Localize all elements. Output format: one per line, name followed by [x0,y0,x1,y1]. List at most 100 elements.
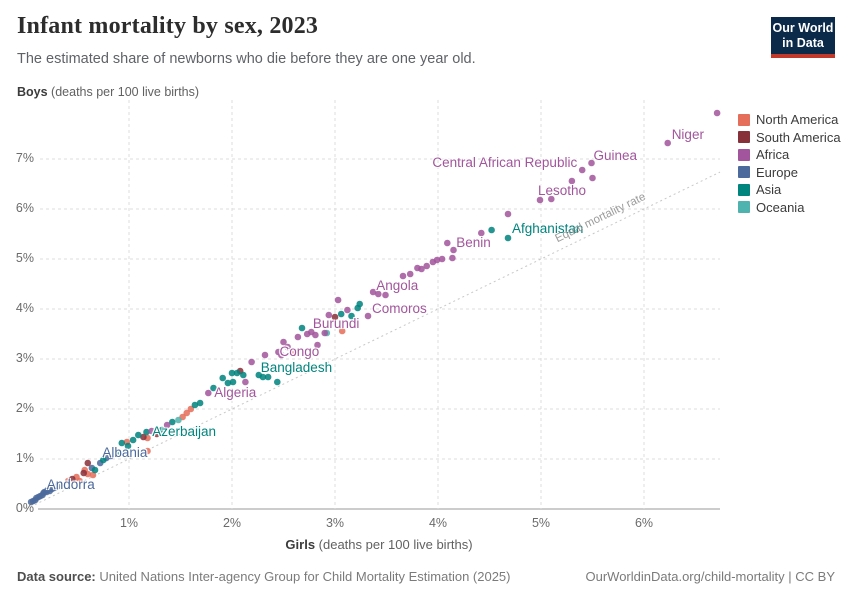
country-label-comoros[interactable]: Comoros [371,301,427,316]
data-point-asia[interactable] [274,378,281,386]
country-label-bangladesh[interactable]: Bangladesh [260,360,333,375]
data-point-asia[interactable] [118,439,126,447]
data-point-north-america[interactable] [187,405,195,413]
data-point-africa[interactable] [321,329,329,337]
data-point-asia[interactable] [504,234,512,242]
data-point-south-america[interactable] [153,430,161,438]
data-point-europe[interactable] [54,482,62,490]
data-point-europe[interactable] [107,452,114,460]
data-point-asia[interactable] [337,310,345,318]
country-label-afghanistan[interactable]: Afghanistan [512,221,584,236]
data-point-africa[interactable] [325,311,333,319]
data-point-asia[interactable] [191,401,199,409]
data-point-africa[interactable] [578,166,586,174]
data-point-africa[interactable] [713,109,721,117]
legend-item-north-america[interactable]: North America [738,111,841,129]
data-point-north-america[interactable] [144,447,151,455]
data-point-asia[interactable] [224,379,232,387]
data-point-asia[interactable] [100,456,107,464]
data-point-africa[interactable] [438,255,446,263]
data-point-africa[interactable] [242,378,249,386]
data-point-asia[interactable] [143,428,150,436]
data-point-asia[interactable] [124,442,132,450]
data-point-asia[interactable] [240,371,247,379]
data-point-africa[interactable] [205,389,212,397]
data-point-asia[interactable] [233,369,241,377]
data-point-south-america[interactable] [69,475,76,483]
data-point-asia[interactable] [259,373,267,381]
data-point-africa[interactable] [589,174,596,182]
country-label-lesotho[interactable]: Lesotho [537,183,587,198]
owid-citation-link[interactable]: OurWorldinData.org/child-mortality | CC … [585,569,836,584]
data-point-africa[interactable] [369,288,377,296]
data-point-asia[interactable] [158,426,166,434]
data-point-africa[interactable] [423,262,431,270]
data-point-africa[interactable] [163,421,171,429]
data-point-africa[interactable] [312,331,319,339]
data-point-asia[interactable] [129,436,137,444]
data-point-africa[interactable] [148,427,155,435]
data-point-africa[interactable] [536,196,544,204]
country-label-benin[interactable]: Benin [456,235,491,250]
data-point-africa[interactable] [568,177,576,185]
country-label-azerbaijan[interactable]: Azerbaijan [152,424,217,439]
data-point-africa[interactable] [278,351,285,359]
data-point-south-america[interactable] [331,313,339,321]
data-point-africa[interactable] [314,341,321,349]
data-point-africa[interactable] [406,270,414,278]
data-point-asia[interactable] [210,384,217,392]
data-point-north-america[interactable] [89,471,97,479]
data-point-africa[interactable] [449,254,456,262]
data-point-africa[interactable] [588,159,595,167]
data-point-south-america[interactable] [84,459,92,467]
data-point-africa[interactable] [248,358,255,366]
data-point-asia[interactable] [488,226,495,234]
data-point-africa[interactable] [364,312,372,320]
legend-item-africa[interactable]: Africa [738,146,841,164]
country-label-guinea[interactable]: Guinea [593,148,638,163]
data-point-africa[interactable] [444,239,451,247]
data-point-africa[interactable] [284,343,291,351]
data-point-africa[interactable] [280,338,287,346]
data-point-north-america[interactable] [338,327,346,335]
country-label-burundi[interactable]: Burundi [312,316,360,331]
data-point-africa[interactable] [375,290,382,298]
data-point-africa[interactable] [478,229,485,237]
data-point-africa[interactable] [382,291,389,299]
owid-logo[interactable]: Our World in Data [771,17,835,58]
data-point-asia[interactable] [348,312,355,320]
data-point-north-america[interactable] [183,409,190,417]
data-point-asia[interactable] [219,374,226,382]
data-point-asia[interactable] [229,378,237,386]
data-point-africa[interactable] [261,351,269,359]
data-point-south-america[interactable] [140,433,147,441]
data-point-asia[interactable] [135,431,142,439]
data-point-africa[interactable] [344,306,351,314]
country-label-albania[interactable]: Albania [102,445,148,460]
data-point-north-america[interactable] [76,477,83,485]
country-label-congo[interactable]: Congo [279,344,320,359]
data-point-africa[interactable] [433,256,441,264]
data-point-asia[interactable] [196,399,204,407]
legend-item-europe[interactable]: Europe [738,164,841,182]
data-point-asia[interactable] [264,373,272,381]
data-point-north-america[interactable] [291,349,299,357]
data-point-africa[interactable] [664,139,671,147]
data-point-asia[interactable] [91,466,99,474]
data-point-africa[interactable] [548,195,555,203]
data-point-asia[interactable] [228,369,236,377]
country-label-angola[interactable]: Angola [376,278,419,293]
legend-item-south-america[interactable]: South America [738,129,841,147]
data-point-asia[interactable] [169,418,176,426]
data-point-africa[interactable] [504,210,512,218]
data-point-africa[interactable] [399,272,407,280]
country-label-algeria[interactable]: Algeria [214,385,257,400]
data-point-africa[interactable] [334,296,342,304]
data-point-africa[interactable] [418,265,425,273]
data-point-africa[interactable] [294,333,302,341]
country-label-niger[interactable]: Niger [671,127,704,142]
data-point-south-america[interactable] [80,469,87,477]
legend-item-asia[interactable]: Asia [738,181,841,199]
data-point-oceania[interactable] [175,416,182,424]
country-label-andorra[interactable]: Andorra [46,477,95,492]
